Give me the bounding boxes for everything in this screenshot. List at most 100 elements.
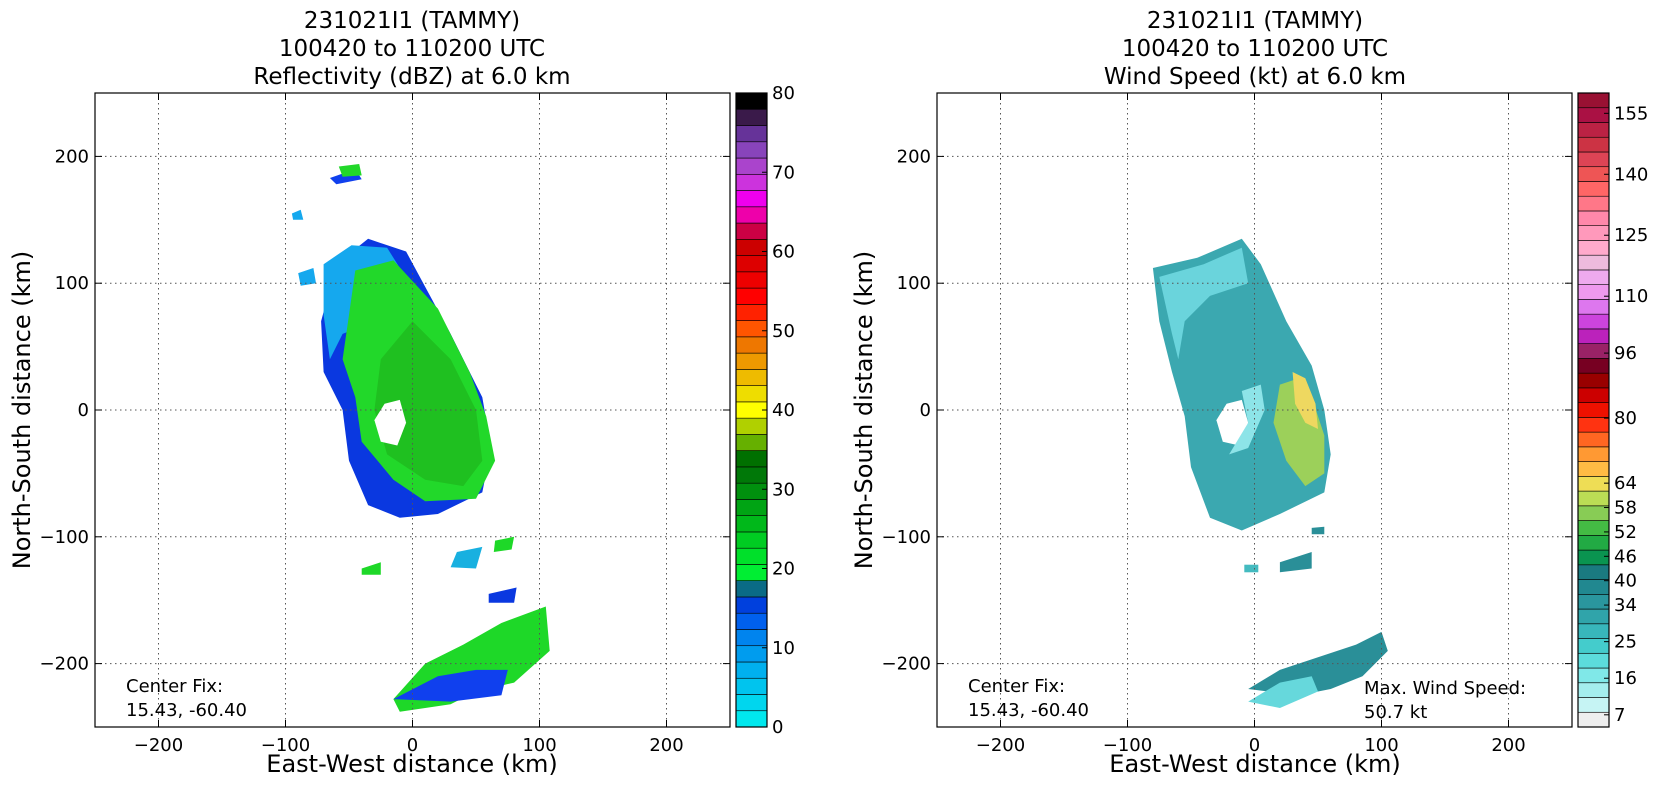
x-tick-label: −100: [1103, 735, 1152, 756]
colorbar-segment: [735, 515, 768, 533]
y-tick-label: −100: [882, 527, 931, 548]
right-x-axis-label: East-West distance (km): [1109, 750, 1400, 778]
x-tick-label: 0: [1249, 735, 1260, 756]
colorbar-tick-label: 70: [772, 162, 795, 183]
colorbar-segment: [1577, 387, 1610, 403]
colorbar-segment: [1577, 402, 1610, 418]
colorbar-segment: [735, 92, 768, 110]
x-tick-label: 200: [1491, 735, 1525, 756]
colorbar-segment: [735, 141, 768, 159]
colorbar-tick-label: 30: [772, 479, 795, 500]
colorbar-segment: [735, 564, 768, 582]
colorbar-tick-label: 155: [1614, 103, 1648, 124]
colorbar-tick-label: 60: [772, 242, 795, 263]
colorbar-tick-label: 46: [1614, 546, 1637, 567]
left-x-axis-label: East-West distance (km): [266, 750, 557, 778]
colorbar-segment: [735, 222, 768, 240]
colorbar-segment: [735, 434, 768, 451]
max-wind-label: Max. Wind Speed:: [1364, 678, 1526, 699]
left-y-tick-labels: −200 −100 0 100 200: [40, 146, 730, 675]
colorbar-segment: [1577, 151, 1610, 168]
colorbar-frame: [1577, 92, 1610, 728]
colorbar-segment: [735, 352, 768, 370]
colorbar-tick-label: 58: [1614, 498, 1637, 519]
y-tick-label: 100: [55, 273, 89, 294]
colorbar-tick-label: 80: [772, 83, 795, 104]
colorbar-segment: [735, 482, 768, 500]
right-title-line-1: 231021I1 (TAMMY): [1147, 8, 1363, 34]
left-reflectivity-field: [291, 164, 550, 712]
colorbar-segment: [735, 450, 768, 468]
y-tick-label: 0: [920, 400, 931, 421]
colorbar-segment: [1577, 564, 1610, 580]
colorbar-segment: [1577, 608, 1610, 625]
colorbar-segment: [735, 580, 768, 598]
colorbar-segment: [735, 369, 768, 386]
x-tick-label: −200: [134, 735, 183, 756]
colorbar-segment: [735, 499, 768, 516]
south-band-blue-region: [393, 669, 508, 702]
cell-d-region: [488, 587, 517, 603]
colorbar-segment: [735, 531, 768, 549]
max-wind-value: 50.7 kt: [1364, 702, 1427, 723]
wind-speed-panel: 231021I1 (TAMMY) 100420 to 110200 UTC Wi…: [850, 8, 1648, 778]
colorbar-segment: [1577, 210, 1610, 226]
colorbar-tick-label: 40: [1614, 571, 1637, 592]
colorbar-segment: [1577, 461, 1610, 477]
colorbar-segment: [1577, 638, 1610, 654]
colorbar-segment: [1577, 240, 1610, 256]
wind-eye-rim-region: [1229, 384, 1265, 455]
colorbar-tick-label: 52: [1614, 522, 1637, 543]
x-tick-label: 100: [1364, 735, 1398, 756]
colorbar-segment: [735, 287, 768, 305]
colorbar-tick-label: 110: [1614, 286, 1648, 307]
inner-green-region: [374, 321, 483, 487]
colorbar-segment: [735, 320, 768, 338]
colorbar-segment: [735, 694, 768, 712]
colorbar-segment: [1577, 225, 1610, 241]
colorbar-segment: [735, 190, 768, 208]
right-title-line-2: 100420 to 110200 UTC: [1122, 36, 1388, 62]
colorbar-segment: [1577, 136, 1610, 153]
colorbar-segment: [1577, 195, 1610, 212]
wind-max-region: [1292, 372, 1318, 429]
wind-eye-region: [1216, 399, 1249, 446]
colorbar-segment: [1577, 254, 1610, 271]
cell-a-region: [361, 562, 381, 575]
wind-light-region: [1159, 247, 1249, 360]
colorbar-segment: [735, 612, 768, 630]
cell-h-region: [291, 209, 304, 220]
colorbar-segment: [735, 108, 768, 126]
colorbar-segment: [1577, 623, 1610, 639]
right-center-fix-label: Center Fix:: [968, 676, 1065, 697]
cell-f-region: [338, 164, 362, 177]
cell-w3-region: [1311, 526, 1325, 535]
colorbar-segment: [1577, 269, 1610, 285]
x-tick-label: −100: [261, 735, 310, 756]
colorbar-segment: [1577, 520, 1610, 536]
x-tick-label: 0: [407, 735, 418, 756]
y-tick-label: 200: [55, 146, 89, 167]
colorbar-segment: [1577, 652, 1610, 669]
right-grid: [937, 93, 1572, 727]
colorbar-segment: [1577, 299, 1610, 315]
colorbar-segment: [1577, 372, 1610, 389]
cell-w2-region: [1244, 564, 1259, 573]
right-title-line-3: Wind Speed (kt) at 6.0 km: [1104, 64, 1406, 90]
colorbar-segment: [1577, 107, 1610, 123]
right-colorbar: 7 16 25 34 40 46 52 58 64 80 96 110 125 140 155: [1577, 92, 1648, 728]
y-tick-label: 0: [78, 400, 89, 421]
colorbar-tick-label: 20: [772, 559, 795, 580]
colorbar-segment: [735, 677, 768, 695]
colorbar-segment: [735, 466, 768, 484]
cell-w1-region: [1279, 552, 1312, 573]
colorbar-tick-label: 140: [1614, 164, 1648, 185]
colorbar-tick-label: 7: [1614, 705, 1625, 726]
colorbar-segment: [1577, 593, 1610, 610]
right-plot-area: −200 −100 0 100 200 −200 −100 0 100 200: [882, 92, 1573, 756]
right-center-fix-value: 15.43, -60.40: [968, 700, 1089, 721]
colorbar-segment: [1577, 92, 1610, 109]
reflectivity-panel: 231021I1 (TAMMY) 100420 to 110200 UTC Re…: [8, 8, 795, 778]
colorbar-segment: [1577, 505, 1610, 521]
colorbar-segment: [1577, 358, 1610, 374]
